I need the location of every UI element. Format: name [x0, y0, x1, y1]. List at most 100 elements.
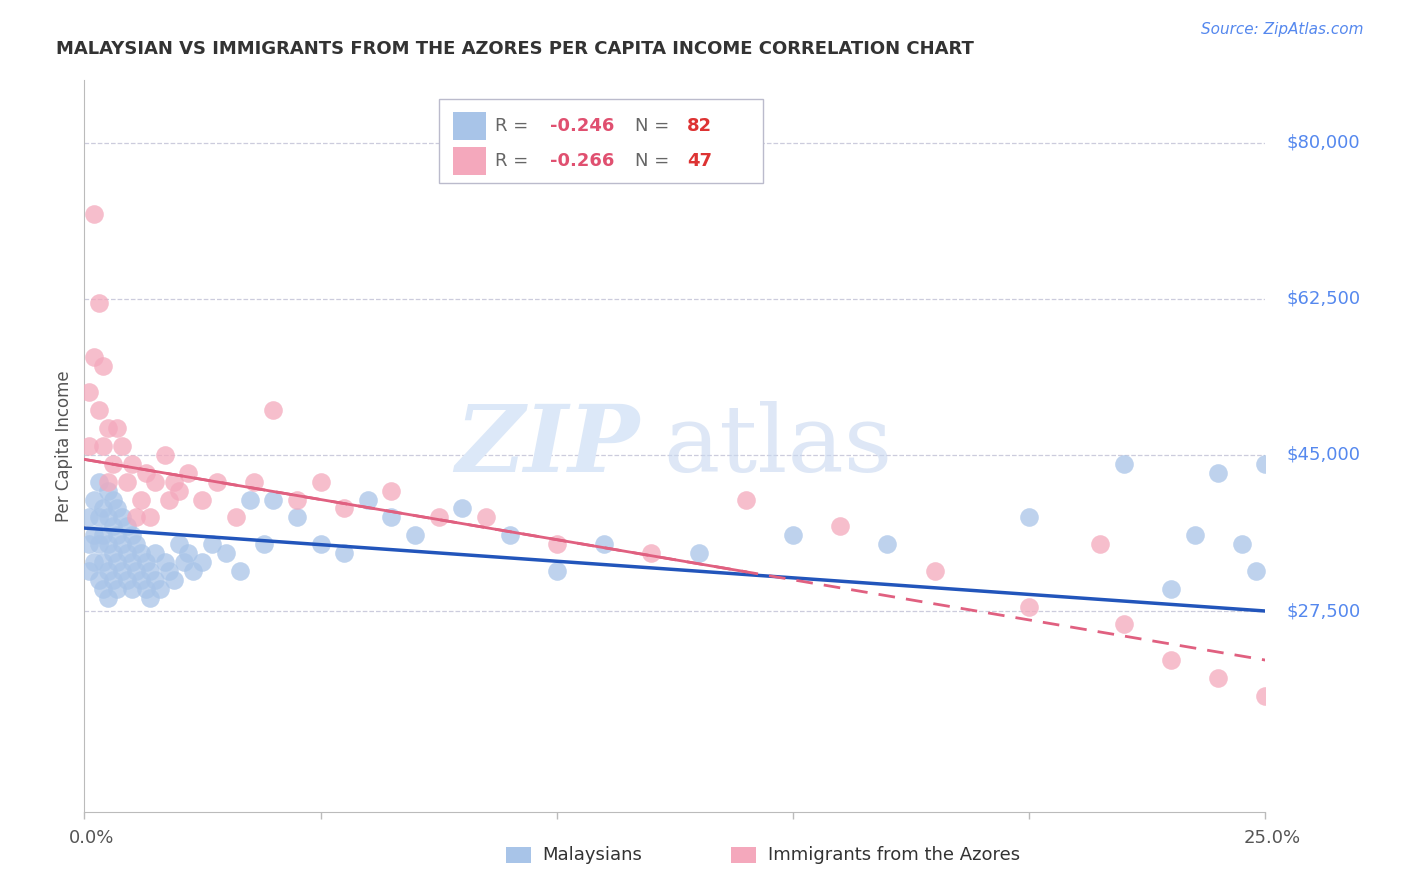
Point: [225, 510, 247, 524]
Point: [87, 296, 110, 310]
Point: [181, 564, 204, 578]
Point: [167, 537, 190, 551]
Point: [129, 546, 152, 560]
Point: [253, 537, 276, 551]
Point: [111, 537, 134, 551]
Point: [139, 564, 162, 578]
Point: [191, 492, 214, 507]
Point: [1112, 617, 1135, 632]
Point: [91, 555, 114, 569]
Text: N =: N =: [634, 118, 675, 136]
Point: [101, 546, 124, 560]
Text: Immigrants from the Azores: Immigrants from the Azores: [768, 846, 1019, 863]
Point: [77, 537, 100, 551]
Point: [121, 457, 143, 471]
Point: [167, 483, 190, 498]
Text: R =: R =: [495, 118, 534, 136]
Point: [143, 573, 166, 587]
Text: -0.266: -0.266: [550, 152, 614, 169]
Point: [333, 501, 356, 516]
Y-axis label: Per Capita Income: Per Capita Income: [55, 370, 73, 522]
Point: [107, 528, 129, 542]
Point: [115, 573, 138, 587]
Point: [143, 546, 166, 560]
Point: [205, 475, 228, 489]
Bar: [453, 112, 486, 140]
Point: [593, 537, 616, 551]
Point: [285, 492, 308, 507]
Point: [830, 519, 852, 533]
Point: [111, 439, 134, 453]
Point: [1254, 457, 1277, 471]
Point: [262, 403, 284, 417]
Bar: [439, 99, 763, 183]
Point: [111, 510, 134, 524]
Point: [77, 439, 100, 453]
Point: [924, 564, 946, 578]
Text: Source: ZipAtlas.com: Source: ZipAtlas.com: [1201, 22, 1364, 37]
Point: [309, 475, 332, 489]
Point: [157, 492, 180, 507]
Point: [1184, 528, 1206, 542]
Text: 25.0%: 25.0%: [1244, 829, 1301, 847]
Point: [121, 528, 143, 542]
Point: [83, 555, 105, 569]
Point: [87, 573, 110, 587]
Point: [91, 582, 114, 596]
Point: [173, 555, 195, 569]
Point: [97, 475, 120, 489]
Point: [135, 555, 157, 569]
Text: N =: N =: [634, 152, 675, 169]
Text: MALAYSIAN VS IMMIGRANTS FROM THE AZORES PER CAPITA INCOME CORRELATION CHART: MALAYSIAN VS IMMIGRANTS FROM THE AZORES …: [56, 40, 974, 58]
Point: [91, 359, 114, 373]
Point: [1112, 457, 1135, 471]
Point: [111, 564, 134, 578]
Point: [115, 519, 138, 533]
Point: [876, 537, 898, 551]
Point: [101, 492, 124, 507]
Point: [83, 528, 105, 542]
Point: [1206, 671, 1229, 685]
Text: atlas: atlas: [664, 401, 893, 491]
Point: [97, 510, 120, 524]
Point: [1254, 689, 1277, 703]
Point: [77, 510, 100, 524]
Point: [135, 582, 157, 596]
Point: [143, 475, 166, 489]
Point: [129, 573, 152, 587]
Point: [239, 492, 262, 507]
Text: $62,500: $62,500: [1286, 290, 1361, 308]
Point: [135, 466, 157, 480]
Point: [97, 591, 120, 605]
Point: [97, 421, 120, 435]
Point: [1088, 537, 1111, 551]
Point: [782, 528, 804, 542]
Text: ZIP: ZIP: [456, 401, 640, 491]
Point: [285, 510, 308, 524]
Text: 82: 82: [686, 118, 711, 136]
Point: [115, 546, 138, 560]
Point: [107, 421, 129, 435]
Point: [77, 385, 100, 400]
Point: [107, 555, 129, 569]
Text: $45,000: $45,000: [1286, 446, 1361, 464]
Point: [688, 546, 710, 560]
Point: [157, 564, 180, 578]
Point: [87, 475, 110, 489]
Point: [451, 501, 474, 516]
Point: [97, 564, 120, 578]
Point: [107, 501, 129, 516]
Point: [1160, 582, 1182, 596]
Point: [380, 510, 402, 524]
Point: [91, 501, 114, 516]
Point: [87, 510, 110, 524]
Bar: [453, 147, 486, 175]
Point: [1160, 653, 1182, 667]
Text: 0.0%: 0.0%: [69, 829, 114, 847]
Text: R =: R =: [495, 152, 534, 169]
Point: [97, 537, 120, 551]
Point: [121, 555, 143, 569]
Point: [83, 492, 105, 507]
Point: [87, 537, 110, 551]
Point: [125, 510, 148, 524]
